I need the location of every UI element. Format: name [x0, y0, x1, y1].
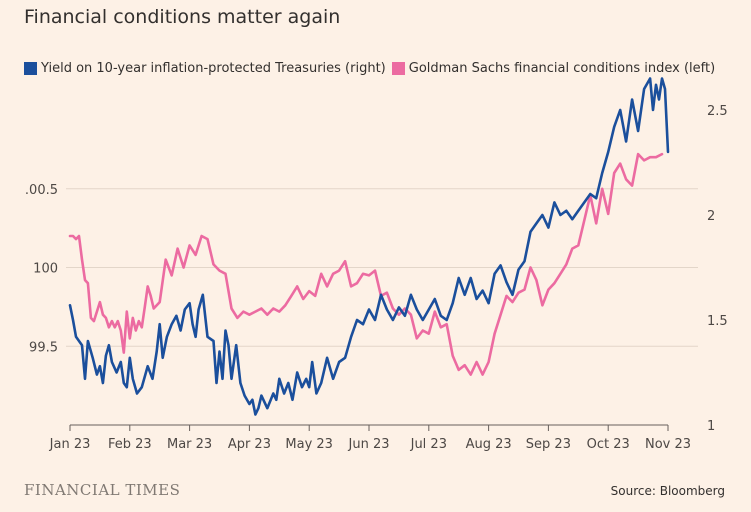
legend-item-tips: Yield on 10-year inflation-protected Tre… [24, 61, 386, 76]
series-line-gs-fci [68, 152, 664, 376]
legend-swatch-gsfci [391, 62, 405, 75]
series-line-tips-yield [68, 77, 670, 416]
series-layer [68, 77, 670, 416]
x-tick-label: Apr 23 [228, 437, 271, 452]
x-tick-label: May 23 [285, 437, 333, 452]
source-note: Source: Bloomberg [610, 484, 725, 498]
right-tick-label: 1.5 [707, 314, 728, 329]
x-tick-label: Oct 23 [587, 437, 630, 452]
legend-item-gsfci: Goldman Sachs financial conditions index… [391, 61, 716, 76]
x-tick-label: Nov 23 [645, 437, 691, 452]
left-tick-label: 100 [33, 262, 58, 277]
x-tick-label: Jan 23 [49, 437, 91, 452]
x-tick-label: Jul 23 [410, 437, 447, 452]
right-tick-label: 1 [707, 419, 715, 434]
axis-layer: 99.5 100 .00.5 1 1.5 2 2.5 Jan 23 Feb 23 Mar 23 Ap… [25, 104, 728, 452]
grid-layer [66, 188, 698, 347]
left-tick-label: .00.5 [25, 183, 58, 198]
left-tick-label: 99.5 [29, 340, 58, 355]
x-tick-label: Sep 23 [526, 437, 571, 452]
x-tick-label: Aug 23 [466, 437, 512, 452]
legend-label-gsfci: Goldman Sachs financial conditions index… [408, 61, 716, 76]
chart-legend: Yield on 10-year inflation-protected Tre… [24, 61, 721, 76]
x-tick-label: Jun 23 [348, 437, 390, 452]
legend-label-tips: Yield on 10-year inflation-protected Tre… [41, 61, 386, 76]
legend-swatch-tips [24, 62, 37, 75]
x-tick-label: Feb 23 [108, 437, 152, 452]
chart-title: Financial conditions matter again [24, 6, 341, 28]
x-tick-label: Mar 23 [167, 437, 212, 452]
right-tick-label: 2.5 [707, 104, 728, 119]
right-tick-label: 2 [707, 209, 715, 224]
ft-logo: FINANCIAL TIMES [24, 481, 181, 499]
